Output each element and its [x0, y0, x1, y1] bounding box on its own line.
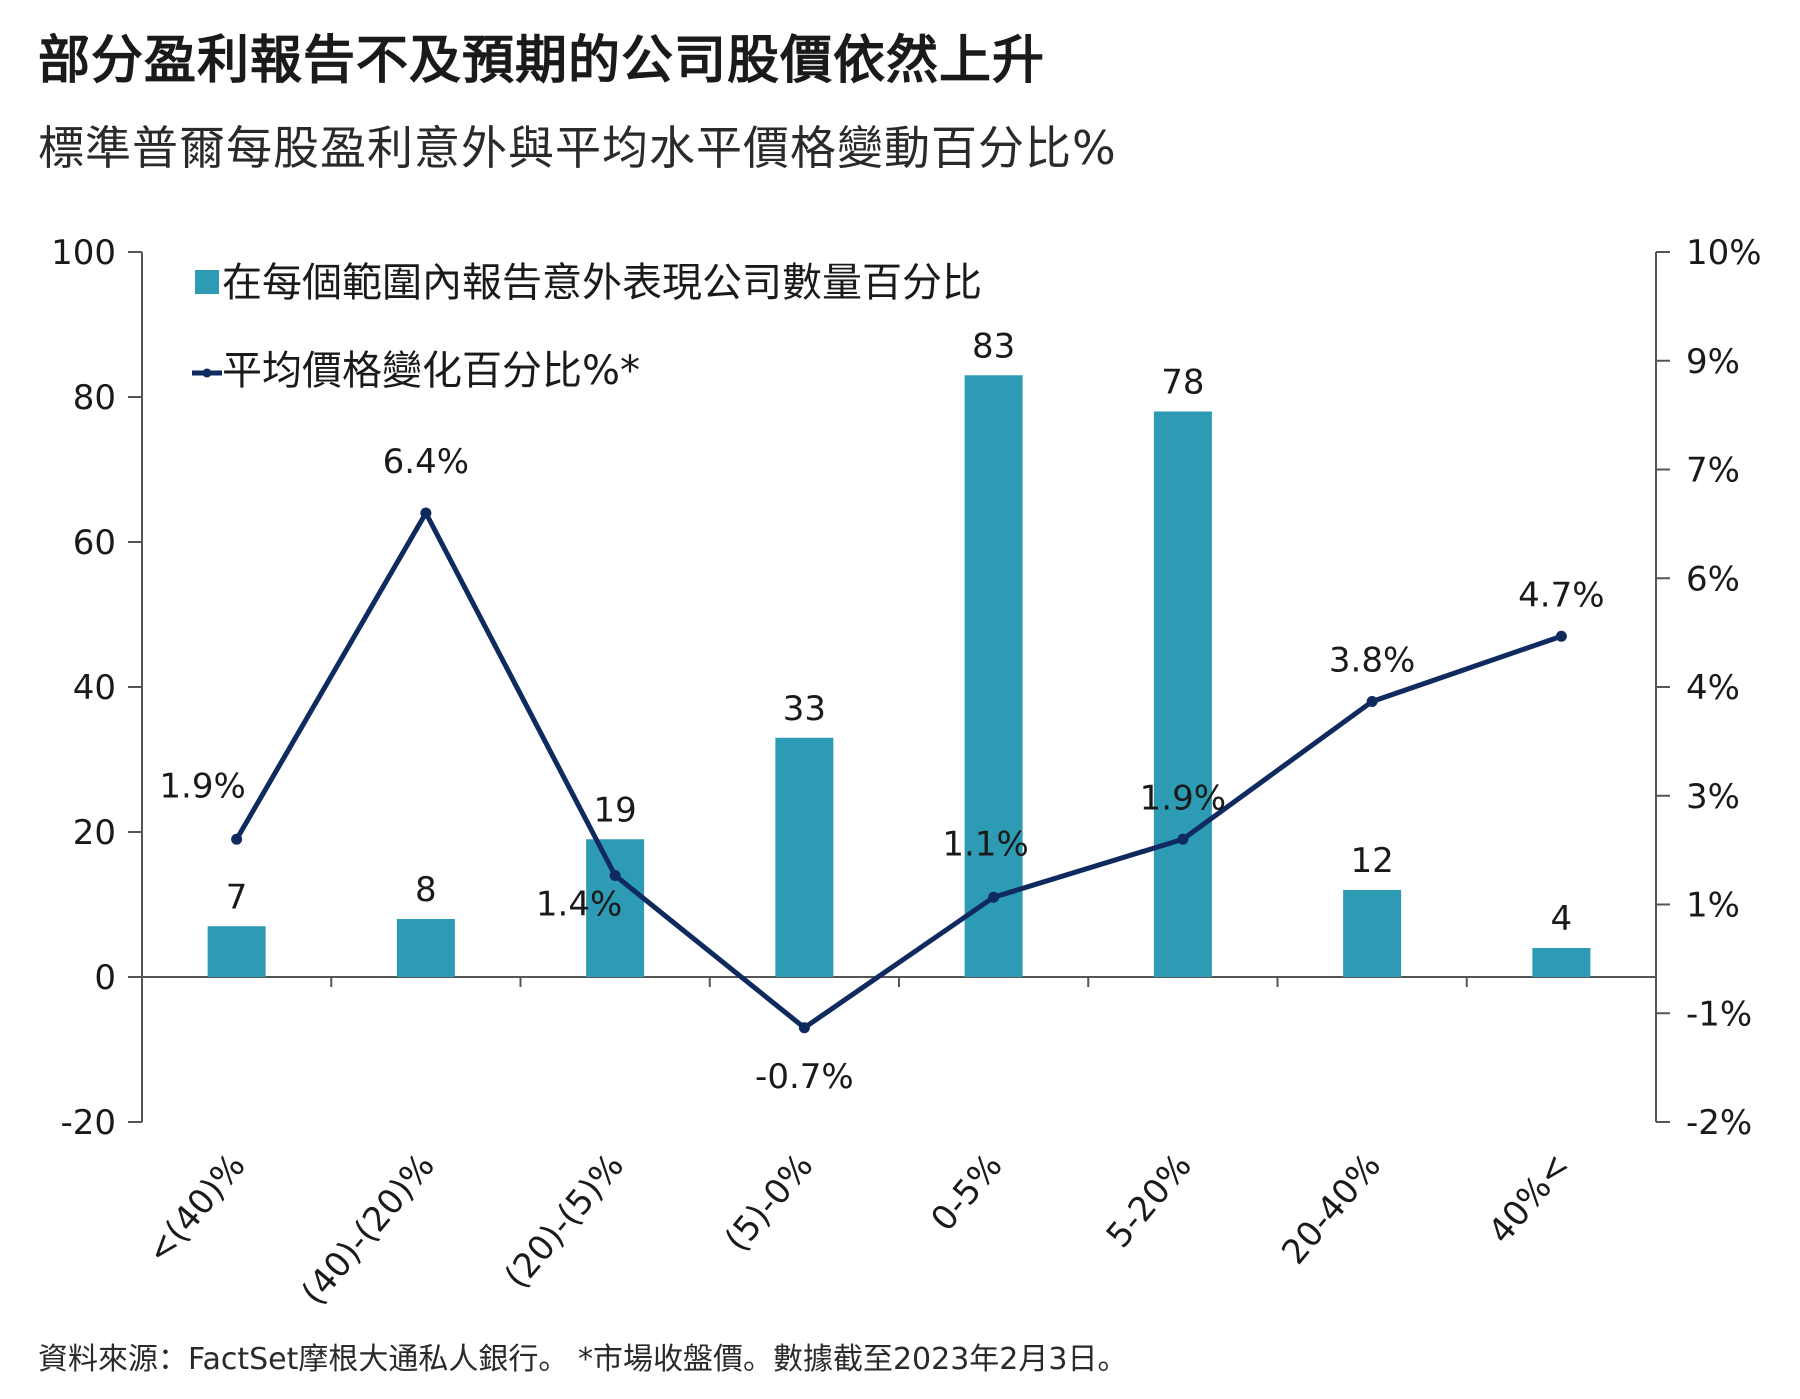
- legend-line-label: 平均價格變化百分比%*: [222, 348, 640, 394]
- bar: [775, 737, 834, 977]
- legend-bar-label: 在每個範圍內報告意外表現公司數量百分比: [222, 260, 982, 306]
- bar: [964, 375, 1023, 977]
- line-value-label: 4.7%: [1518, 575, 1604, 615]
- right-axis-tick-label: 1%: [1686, 886, 1740, 926]
- right-axis-tick-label: 4%: [1686, 668, 1740, 708]
- category-label: (40)-(20)%: [294, 1146, 443, 1313]
- line-point: [1366, 696, 1378, 707]
- right-axis-tick-label: 7%: [1686, 451, 1740, 491]
- right-axis-tick-label: 9%: [1686, 342, 1740, 382]
- bar-value-label: 7: [226, 877, 248, 917]
- category-label: 40%<: [1481, 1146, 1579, 1251]
- category-label: 5-20%: [1099, 1146, 1200, 1256]
- line-series: [231, 507, 1567, 1034]
- line-value-label: 1.9%: [1140, 778, 1226, 818]
- bar-value-label: 83: [972, 326, 1015, 366]
- line-value-label: 1.4%: [536, 885, 622, 925]
- category-label: (20)-(5)%: [497, 1146, 632, 1296]
- source-footnote: 資料來源：FactSet摩根大通私人銀行。 *市場收盤價。數據截至2023年2月…: [38, 1342, 1128, 1377]
- line-value-label: 1.9%: [159, 766, 245, 806]
- category-label: (5)-0%: [717, 1146, 821, 1259]
- legend-line-marker: [202, 368, 212, 378]
- line-point: [420, 507, 432, 519]
- left-axis-tick-label: 40: [73, 668, 116, 708]
- line-point: [798, 1022, 810, 1034]
- category-label: <(40)%: [139, 1146, 254, 1272]
- right-axis-tick-label: 10%: [1686, 233, 1762, 273]
- left-axis-tick-label: -20: [60, 1103, 116, 1143]
- bars: [207, 375, 1591, 977]
- right-axis-tick-label: -2%: [1686, 1103, 1752, 1143]
- line-point: [1177, 833, 1189, 845]
- bar: [586, 839, 645, 977]
- left-axis-tick-label: 100: [51, 233, 116, 273]
- line-value-label: 3.8%: [1329, 641, 1415, 681]
- bar: [207, 926, 266, 977]
- left-axis-tick-label: 0: [94, 958, 116, 998]
- bar: [396, 919, 455, 977]
- line-point: [1555, 630, 1567, 642]
- category-label: 20-40%: [1274, 1146, 1389, 1272]
- bar-value-label: 33: [783, 689, 826, 729]
- chart-title: 部分盈利報告不及預期的公司股價依然上升: [38, 31, 1046, 91]
- category-label: 0-5%: [923, 1146, 1010, 1239]
- line-point: [231, 833, 243, 845]
- bar-value-label: 8: [415, 870, 437, 910]
- chart-subtitle: 標準普爾每股盈利意外與平均水平價格變動百分比%: [38, 121, 1117, 175]
- right-axis-tick-label: -1%: [1686, 994, 1752, 1034]
- line-value-label: 1.1%: [942, 824, 1028, 864]
- bar-value-label: 19: [593, 790, 636, 830]
- bar-value-label: 12: [1350, 841, 1393, 881]
- right-axis-tick-label: 3%: [1686, 777, 1740, 817]
- data-labels: 7 8193383781241.9%6.4%1.4%-0.7%1.1%1.9%3.…: [159, 326, 1604, 1097]
- line-value-label: 6.4%: [383, 442, 469, 482]
- left-axis-tick-label: 80: [73, 378, 116, 418]
- bar-value-label: 4: [1551, 899, 1573, 939]
- right-axis-tick-label: 6%: [1686, 559, 1740, 599]
- legend-bar-swatch: [195, 270, 219, 294]
- chart: 100 80 60 40 20 0 -20 10% 9% 7% 6% 4% 3% 1% -1% -2% <(40…: [51, 233, 1761, 1313]
- left-axis-tick-label: 20: [73, 813, 116, 853]
- left-axis-tick-label: 60: [73, 523, 116, 563]
- line-path: [234, 510, 1563, 1031]
- bar: [1532, 948, 1591, 977]
- line-point: [988, 891, 1000, 903]
- bar: [1343, 890, 1402, 977]
- axes: 100 80 60 40 20 0 -20 10% 9% 7% 6% 4% 3% 1% -1% -2% <(40…: [51, 233, 1761, 1313]
- line-value-label: -0.7%: [755, 1057, 854, 1097]
- bar-value-label: 78: [1161, 363, 1204, 403]
- line-point: [609, 870, 621, 881]
- bar: [1153, 411, 1212, 977]
